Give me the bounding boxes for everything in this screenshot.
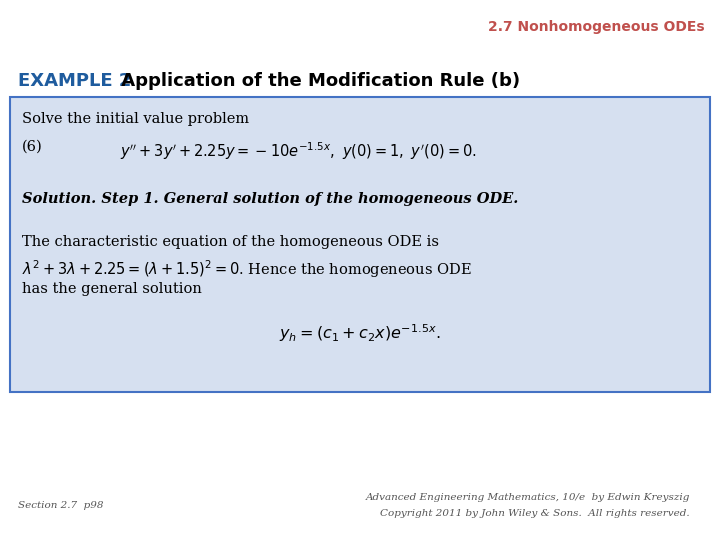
Text: Advanced Engineering Mathematics, 10/e  by Edwin Kreyszig: Advanced Engineering Mathematics, 10/e b… (366, 493, 690, 502)
Text: Application of the Modification Rule (b): Application of the Modification Rule (b) (115, 72, 520, 90)
Text: has the general solution: has the general solution (22, 282, 202, 296)
Text: Solution. Step 1. General solution of the homogeneous ODE.: Solution. Step 1. General solution of th… (22, 192, 518, 206)
Text: EXAMPLE 2: EXAMPLE 2 (18, 72, 131, 90)
Text: (6): (6) (22, 140, 42, 154)
FancyBboxPatch shape (10, 97, 710, 392)
Text: Copyright 2011 by John Wiley & Sons.  All rights reserved.: Copyright 2011 by John Wiley & Sons. All… (380, 509, 690, 518)
Text: $y_h = (c_1 + c_2 x)e^{-1.5x}.$: $y_h = (c_1 + c_2 x)e^{-1.5x}.$ (279, 322, 441, 343)
Text: Section 2.7  p98: Section 2.7 p98 (18, 501, 104, 510)
Text: 2.7 Nonhomogeneous ODEs: 2.7 Nonhomogeneous ODEs (488, 20, 705, 34)
Text: The characteristic equation of the homogeneous ODE is: The characteristic equation of the homog… (22, 235, 439, 249)
Text: $\lambda^2 + 3\lambda + 2.25 = (\lambda + 1.5)^2 = 0$. Hence the homogeneous ODE: $\lambda^2 + 3\lambda + 2.25 = (\lambda … (22, 258, 472, 280)
Text: $y'' + 3y' + 2.25y = -10e^{-1.5x},\ y(0) = 1,\ y'(0) = 0.$: $y'' + 3y' + 2.25y = -10e^{-1.5x},\ y(0)… (120, 140, 477, 161)
Text: Solve the initial value problem: Solve the initial value problem (22, 112, 249, 126)
